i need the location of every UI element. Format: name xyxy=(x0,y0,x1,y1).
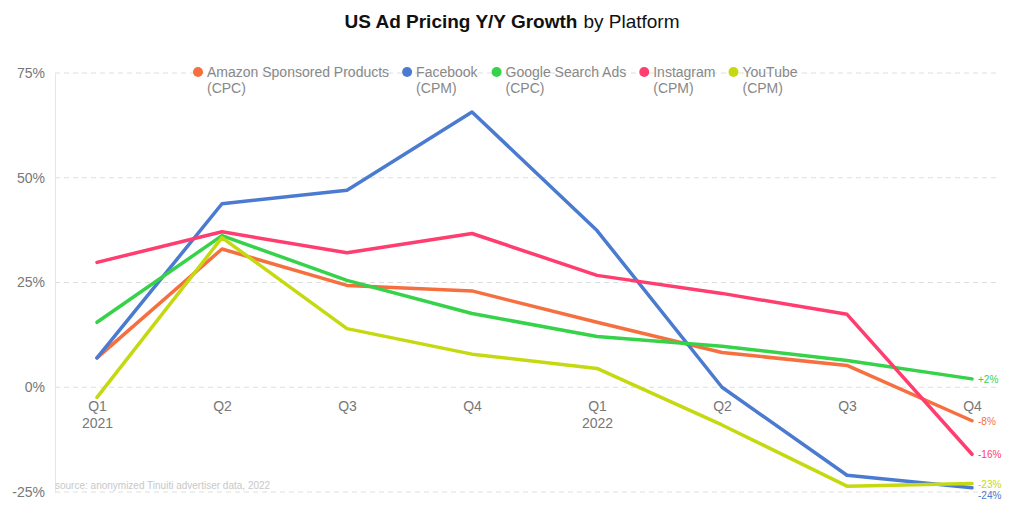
legend: Amazon Sponsored Products(CPC) Facebook(C… xyxy=(193,64,798,96)
y-tick-label: -25% xyxy=(12,484,45,500)
legend-label: Amazon Sponsored Products(CPC) xyxy=(207,64,389,96)
chart: -25%0%25%50%75%Q12021Q2Q3Q4Q12022Q2Q3Q4+… xyxy=(0,0,1024,517)
data-label: -8% xyxy=(978,416,996,427)
x-tick: Q4 xyxy=(463,387,482,414)
y-tick-label: 25% xyxy=(17,274,45,290)
x-tick-label: Q12022 xyxy=(582,398,613,431)
x-tick-label: Q2 xyxy=(713,398,732,414)
y-tick-label: 75% xyxy=(17,65,45,81)
y-tick-label: 0% xyxy=(25,379,45,395)
x-tick-label: Q12021 xyxy=(82,398,113,431)
legend-swatch xyxy=(728,67,738,77)
data-label: -24% xyxy=(978,490,1001,501)
grid-line xyxy=(55,492,1000,493)
legend-swatch xyxy=(402,67,412,77)
x-tick-label: Q3 xyxy=(338,398,357,414)
legend-label: Instagram(CPM) xyxy=(653,64,715,96)
legend-label: YouTube(CPM) xyxy=(742,64,797,96)
series-line xyxy=(97,232,972,454)
plot-area xyxy=(97,112,972,488)
y-tick: 0% xyxy=(25,379,55,395)
legend-label: Google Search Ads(CPC) xyxy=(506,64,627,96)
grid xyxy=(55,73,1000,492)
title-sub: by Platform xyxy=(583,11,679,32)
x-tick: Q3 xyxy=(338,387,357,414)
grid-line xyxy=(55,387,1000,388)
series-line xyxy=(97,249,972,421)
x-tick-label: Q3 xyxy=(838,398,857,414)
grid-line xyxy=(55,282,1000,283)
series-line xyxy=(97,112,972,488)
x-axis: Q12021 Q2 Q3 Q4 Q12022 Q2 Q3 Q4 xyxy=(82,387,982,431)
series-line xyxy=(97,238,972,486)
y-tick: 25% xyxy=(17,274,55,290)
y-tick: 50% xyxy=(17,170,55,186)
data-label: -16% xyxy=(978,449,1001,460)
legend-swatch xyxy=(193,67,203,77)
legend-swatch xyxy=(492,67,502,77)
y-axis-line xyxy=(55,74,56,493)
legend-item: Facebook(CPM) xyxy=(402,64,478,96)
source-note: source: anonymized Tinuiti advertiser da… xyxy=(55,480,271,491)
legend-swatch xyxy=(639,67,649,77)
y-tick: -25% xyxy=(12,484,55,500)
x-tick: Q3 xyxy=(838,387,857,414)
x-tick-label: Q4 xyxy=(963,398,982,414)
series-line xyxy=(97,236,972,379)
x-tick-label: Q2 xyxy=(213,398,232,414)
legend-item: YouTube(CPM) xyxy=(728,64,797,96)
data-labels: +2% -8% -16% -23%-24% xyxy=(978,374,1001,501)
data-label: +2% xyxy=(978,374,998,385)
title: US Ad Pricing Y/Y Growth by Platform xyxy=(344,11,679,32)
grid-line xyxy=(55,177,1000,178)
data-label: -23% xyxy=(978,479,1001,490)
y-tick-label: 50% xyxy=(17,170,45,186)
legend-item: Amazon Sponsored Products(CPC) xyxy=(193,64,389,96)
legend-item: Google Search Ads(CPC) xyxy=(492,64,627,96)
legend-item: Instagram(CPM) xyxy=(639,64,715,96)
legend-label: Facebook(CPM) xyxy=(416,64,478,96)
x-tick-label: Q4 xyxy=(463,398,482,414)
x-tick: Q4 xyxy=(963,387,982,414)
title-main: US Ad Pricing Y/Y Growth xyxy=(344,11,577,32)
x-tick: Q12022 xyxy=(582,387,613,431)
y-tick: 75% xyxy=(17,65,55,81)
y-axis: -25% 0% 25% 50% 75% xyxy=(12,65,55,500)
x-tick: Q2 xyxy=(213,387,232,414)
